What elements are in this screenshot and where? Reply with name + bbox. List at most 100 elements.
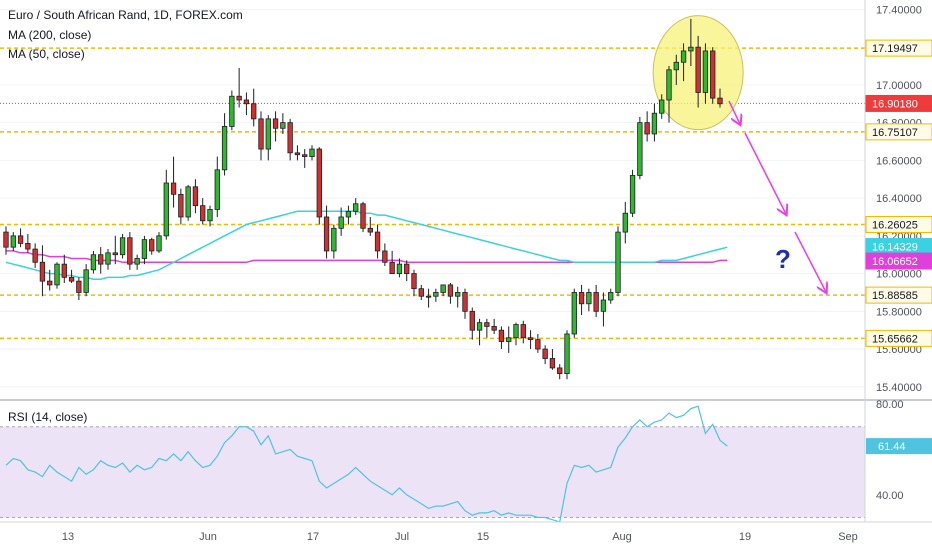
candle[interactable] [280, 113, 286, 134]
price-tag[interactable]: 16.90180 [865, 94, 932, 112]
candle[interactable] [323, 205, 330, 259]
candle[interactable] [3, 226, 9, 255]
candle[interactable] [265, 115, 271, 161]
candle[interactable] [535, 333, 541, 353]
candle[interactable] [141, 235, 148, 265]
candle[interactable] [119, 233, 126, 259]
candle[interactable] [39, 245, 46, 297]
candle[interactable] [440, 284, 446, 297]
candle[interactable] [520, 320, 526, 344]
candle[interactable] [571, 288, 577, 338]
candle[interactable] [659, 94, 665, 119]
candle[interactable] [221, 113, 228, 176]
price-tag[interactable]: 15.65662 [865, 329, 932, 347]
candle[interactable] [360, 201, 366, 233]
candle[interactable] [229, 90, 235, 131]
price-tag[interactable]: 15.88585 [865, 286, 932, 304]
candle[interactable] [112, 235, 118, 265]
candle[interactable] [462, 288, 468, 319]
candle[interactable] [404, 260, 410, 282]
candle[interactable] [185, 184, 191, 221]
candle[interactable] [644, 111, 650, 142]
candle[interactable] [367, 216, 373, 236]
candle[interactable] [192, 179, 199, 214]
candle[interactable] [134, 254, 140, 270]
candle[interactable] [83, 264, 89, 297]
candle[interactable] [374, 224, 381, 259]
price-tag[interactable]: 16.26025 [865, 215, 932, 233]
candle[interactable] [476, 318, 483, 346]
candle[interactable] [564, 330, 570, 380]
candle[interactable] [338, 207, 344, 236]
rsi-scale[interactable]: 80.00 40.00 [876, 399, 904, 502]
candle[interactable] [200, 198, 206, 225]
price-tag[interactable]: 16.75107 [865, 123, 932, 141]
candle[interactable] [258, 111, 264, 161]
candle[interactable] [542, 345, 548, 365]
candle[interactable] [688, 18, 694, 67]
price-tag[interactable]: 17.19497 [865, 39, 932, 57]
candle[interactable] [506, 326, 512, 353]
candle[interactable] [491, 318, 497, 334]
candle[interactable] [702, 43, 709, 104]
candle[interactable] [396, 258, 403, 278]
candle[interactable] [214, 156, 220, 217]
candle[interactable] [17, 228, 24, 248]
price-tag[interactable]: 16.14329 [865, 238, 932, 256]
candle[interactable] [236, 67, 242, 108]
candle[interactable] [163, 169, 169, 240]
candle[interactable] [345, 205, 352, 225]
candle[interactable] [294, 145, 301, 161]
candle[interactable] [353, 198, 359, 216]
candle[interactable] [425, 288, 432, 308]
candle[interactable] [447, 283, 454, 304]
candle[interactable] [54, 262, 60, 289]
candle[interactable] [578, 284, 585, 316]
candle[interactable] [207, 205, 213, 227]
candle[interactable] [615, 226, 621, 297]
candle[interactable] [513, 322, 519, 346]
candle[interactable] [484, 318, 490, 338]
candle[interactable] [666, 66, 672, 123]
candle[interactable] [127, 232, 133, 270]
candle[interactable] [469, 307, 475, 340]
candle[interactable] [629, 169, 636, 217]
candle[interactable] [32, 243, 38, 268]
candle[interactable] [302, 149, 308, 168]
candle[interactable] [309, 145, 315, 161]
candle[interactable] [156, 232, 162, 253]
candle[interactable] [622, 201, 628, 244]
candle[interactable] [68, 269, 75, 284]
candle[interactable] [170, 156, 177, 208]
candle[interactable] [455, 286, 461, 308]
candle[interactable] [61, 254, 67, 284]
candle[interactable] [549, 349, 556, 370]
candle[interactable] [557, 364, 563, 380]
candle[interactable] [586, 288, 592, 312]
candle[interactable] [651, 103, 658, 142]
candle[interactable] [243, 92, 250, 116]
candle[interactable] [498, 326, 505, 350]
candle[interactable] [316, 147, 322, 225]
candle[interactable] [10, 232, 16, 251]
candle[interactable] [527, 330, 534, 350]
candle[interactable] [710, 47, 716, 104]
candle[interactable] [717, 88, 723, 108]
candle[interactable] [418, 284, 424, 300]
candle[interactable] [695, 35, 701, 108]
candle[interactable] [608, 288, 614, 304]
candle[interactable] [389, 250, 395, 274]
candle[interactable] [287, 118, 293, 161]
candle[interactable] [637, 116, 643, 180]
candle[interactable] [47, 269, 53, 291]
candle[interactable] [98, 247, 104, 274]
price-tag[interactable]: 16.06652 [865, 252, 932, 270]
candle[interactable] [600, 292, 607, 327]
time-scale[interactable]: 13 Jun 17 Jul 15 Aug 19 Sep [62, 531, 858, 543]
candle[interactable] [105, 249, 111, 270]
candle[interactable] [382, 243, 388, 267]
candle[interactable] [411, 269, 417, 297]
candle[interactable] [331, 224, 337, 259]
candle[interactable] [673, 54, 679, 85]
